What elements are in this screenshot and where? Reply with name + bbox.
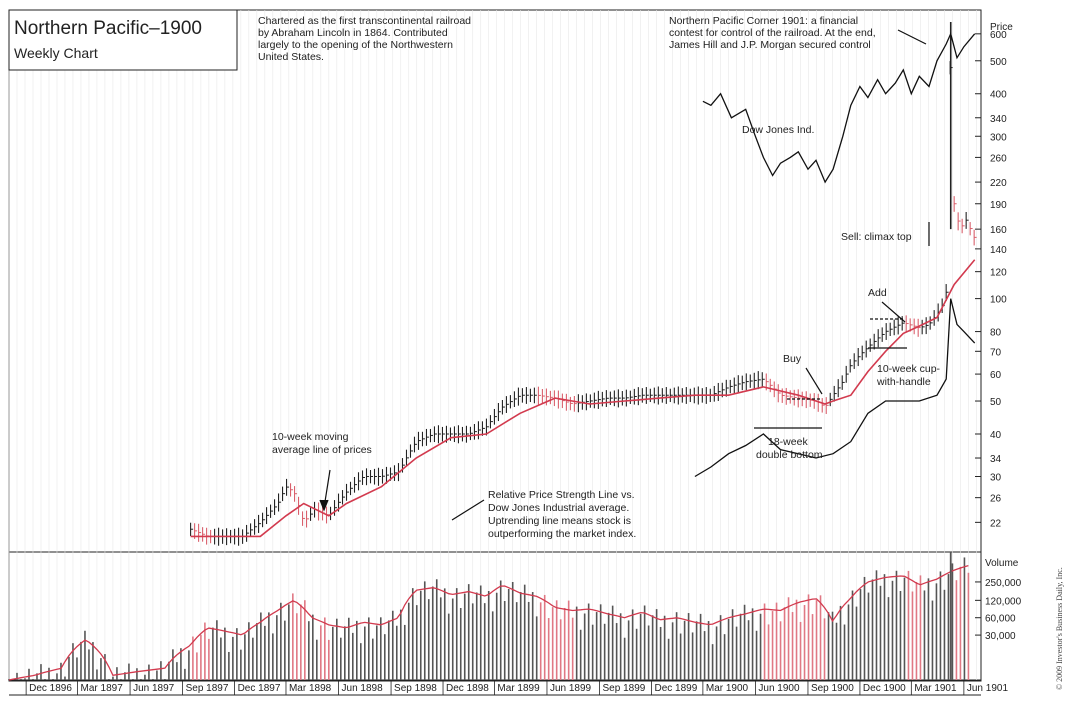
price-tick-label: 500	[990, 57, 1007, 68]
ma-annotation-line: 10-week moving	[272, 431, 349, 443]
intro-note-line: largely to the opening of the Northweste…	[258, 39, 453, 51]
rs-annotation-line: outperforming the market index.	[488, 528, 636, 540]
annotation-marks	[319, 29, 930, 521]
date-tick-labels: Dec 1896 Mar 1897 Jun 1897 Sep 1897 Dec 1897…	[25, 680, 1009, 695]
date-tick-label: Dec 1896	[29, 683, 72, 694]
rs-annotation-line: Relative Price Strength Line vs.	[488, 489, 635, 501]
date-tick-label: Jun 1900	[758, 683, 800, 694]
volume-tick-label: 120,000	[985, 596, 1022, 607]
date-tick-label: Mar 1898	[289, 683, 332, 694]
date-tick-label: Sep 1898	[394, 683, 437, 694]
price-tick-label: 100	[990, 295, 1007, 306]
intro-note: Chartered as the first transcontinental …	[258, 15, 474, 63]
price-tick-label: 400	[990, 90, 1007, 101]
volume-average-line	[8, 564, 969, 681]
plot-frame	[8, 9, 982, 682]
date-tick-label: Mar 1897	[81, 683, 124, 694]
volume-tick-label: 250,000	[985, 578, 1022, 589]
volume-tick-label: 30,000	[985, 631, 1016, 642]
price-tick-label: 26	[990, 494, 1002, 505]
price-tick-label: 600	[990, 30, 1007, 41]
price-tick-label: 140	[990, 245, 1007, 256]
ma-annotation-line: average line of prices	[272, 444, 372, 456]
climax-annotation: Sell: climax top	[841, 231, 912, 243]
date-tick-label: Sep 1900	[811, 683, 854, 694]
price-tick-label: 22	[990, 518, 1002, 529]
date-tick-label: Dec 1899	[654, 683, 697, 694]
date-tick-label: Jun 1899	[550, 683, 592, 694]
price-tick-label: 220	[990, 178, 1007, 189]
volume-tick-label: 60,000	[985, 614, 1016, 625]
price-tick-label: 30	[990, 473, 1002, 484]
ma-annotation: 10-week moving average line of prices	[272, 431, 372, 456]
price-tick-label: 80	[990, 328, 1002, 339]
cup-annotation: 10-week cup- with-handle	[876, 363, 943, 388]
buy-arrow	[805, 367, 823, 395]
volume-tick-labels: 250,000 120,000 60,000 30,000	[975, 578, 1022, 642]
corner-note-line: contest for control of the railroad. At …	[669, 27, 876, 39]
rs-annotation: Relative Price Strength Line vs. Dow Jon…	[488, 489, 637, 540]
price-tick-labels: 600 500 400 340 300 260 220 190 160 140 120 100 80 70…	[975, 30, 1007, 529]
moving-average-line	[190, 259, 976, 538]
price-tick-label: 260	[990, 153, 1007, 164]
date-tick-label: Dec 1900	[863, 683, 906, 694]
chart-subtitle: Weekly Chart	[14, 45, 98, 61]
add-annotation: Add	[868, 287, 887, 299]
price-tick-label: 50	[990, 397, 1002, 408]
date-tick-label: Jun 1898	[342, 683, 384, 694]
title-box	[8, 9, 238, 71]
date-tick-label: Dec 1898	[446, 683, 489, 694]
dow-annotation: Dow Jones Ind.	[742, 124, 814, 136]
price-tick-label: 160	[990, 225, 1007, 236]
chart-title: Northern Pacific–1900	[14, 18, 202, 39]
price-tick-label: 340	[990, 114, 1007, 125]
date-tick-label: Jun 1901	[967, 683, 1009, 694]
price-axis-label: Price	[990, 22, 1013, 33]
price-tick-label: 60	[990, 370, 1002, 381]
date-tick-label: Mar 1899	[497, 683, 540, 694]
price-tick-label: 70	[990, 347, 1002, 358]
grid	[8, 10, 977, 680]
date-tick-label: Mar 1900	[706, 683, 749, 694]
intro-note-line: United States.	[258, 51, 324, 63]
price-tick-label: 120	[990, 268, 1007, 279]
rs-arrow	[451, 499, 485, 521]
volume-bars	[8, 552, 970, 681]
double-bottom-annotation-line: 18-week	[768, 436, 808, 448]
corner-note-line: Northern Pacific Corner 1901: a financia…	[669, 15, 858, 27]
relative-strength-line	[694, 298, 976, 478]
dow-jones-line	[702, 31, 976, 184]
intro-note-line: Chartered as the first transcontinental …	[258, 15, 471, 27]
price-tick-label: 300	[990, 132, 1007, 143]
price-tick-label: 40	[990, 430, 1002, 441]
cup-annotation-line: 10-week cup-	[877, 363, 941, 375]
corner-note: Northern Pacific Corner 1901: a financia…	[669, 15, 879, 51]
ma-arrow-head	[319, 499, 329, 512]
price-tick-label: 34	[990, 454, 1002, 465]
intro-note-line: by Abraham Lincoln in 1864. Contributed	[258, 27, 448, 39]
copyright: © 2009 Investor's Business Daily, Inc.	[1055, 567, 1064, 690]
date-tick-label: Sep 1899	[603, 683, 646, 694]
double-bottom-annotation: 18-week double bottom	[756, 436, 823, 461]
corner-note-line: James Hill and J.P. Morgan secured contr…	[669, 39, 871, 51]
rs-annotation-line: Dow Jones Industrial average.	[488, 502, 629, 514]
cup-annotation-line: with-handle	[876, 376, 931, 388]
series-lines	[190, 31, 976, 538]
price-bars	[190, 22, 977, 546]
date-tick-label: Mar 1901	[914, 683, 957, 694]
rs-annotation-line: Uptrending line means stock is	[488, 515, 631, 527]
date-tick-label: Sep 1897	[186, 683, 229, 694]
volume-axis-label: Volume	[985, 558, 1019, 569]
corner-arrow	[897, 29, 927, 45]
double-bottom-annotation-line: double bottom	[756, 449, 823, 461]
date-tick-label: Jun 1897	[133, 683, 175, 694]
date-tick-label: Dec 1897	[238, 683, 281, 694]
price-tick-label: 190	[990, 200, 1007, 211]
buy-annotation: Buy	[783, 353, 802, 365]
